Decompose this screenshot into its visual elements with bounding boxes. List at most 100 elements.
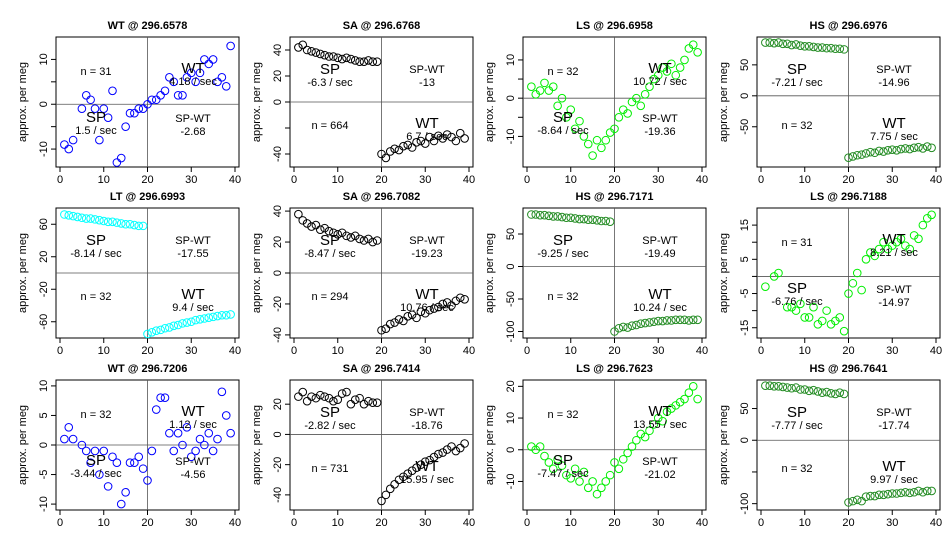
wt-rate: 10.76 / sec bbox=[400, 302, 454, 314]
data-point bbox=[874, 244, 884, 254]
data-point bbox=[95, 135, 104, 145]
data-point bbox=[108, 452, 117, 462]
data-point bbox=[294, 209, 303, 219]
data-point bbox=[307, 392, 316, 401]
data-point bbox=[544, 458, 554, 467]
data-point bbox=[90, 215, 100, 224]
wt-rate: 9.4 / sec bbox=[172, 302, 214, 314]
data-point bbox=[627, 321, 637, 330]
data-point bbox=[579, 132, 589, 141]
wt-rate: 13.55 / sec bbox=[633, 419, 687, 431]
data-point bbox=[575, 116, 584, 126]
data-point bbox=[134, 104, 144, 114]
data-point bbox=[169, 321, 179, 331]
data-point bbox=[632, 320, 641, 330]
data-point bbox=[839, 326, 849, 336]
data-point bbox=[922, 486, 932, 496]
data-point bbox=[138, 464, 148, 473]
y-axis-label: approx. per meg bbox=[484, 62, 496, 142]
wt-rate: 10.24 / sec bbox=[633, 302, 687, 314]
data-point bbox=[298, 40, 308, 50]
data-point bbox=[173, 320, 183, 330]
y-axis-label: approx. per meg bbox=[251, 62, 263, 142]
data-point bbox=[99, 446, 109, 456]
data-point bbox=[60, 140, 69, 149]
data-point bbox=[693, 315, 702, 325]
data-point bbox=[90, 446, 100, 456]
sp-rate: -7.21 / sec bbox=[771, 77, 823, 89]
x-tick-label: 0 bbox=[524, 517, 530, 529]
data-point bbox=[614, 323, 624, 333]
data-point bbox=[601, 135, 611, 145]
y-tick-label: 0 bbox=[505, 263, 517, 269]
data-point bbox=[165, 73, 174, 82]
data-point bbox=[782, 383, 792, 392]
data-point bbox=[557, 212, 567, 222]
x-tick-label: 20 bbox=[608, 345, 620, 357]
data-point bbox=[394, 475, 404, 485]
data-point bbox=[381, 324, 391, 334]
data-point bbox=[455, 443, 465, 453]
y-axis-label: approx. per meg bbox=[718, 233, 730, 313]
data-point bbox=[905, 488, 915, 498]
diff-label: SP-WT bbox=[409, 407, 445, 419]
x-tick-label: 40 bbox=[930, 345, 942, 357]
data-point bbox=[562, 112, 571, 122]
data-point bbox=[429, 304, 439, 313]
data-point bbox=[597, 143, 606, 153]
sp-rate: -6.76 / sec bbox=[771, 296, 823, 308]
data-point bbox=[60, 434, 69, 444]
data-point bbox=[653, 70, 663, 80]
y-tick-label: 20 bbox=[38, 251, 50, 263]
data-point bbox=[412, 463, 421, 472]
data-point bbox=[169, 446, 179, 456]
data-point bbox=[372, 57, 382, 67]
data-point bbox=[178, 90, 187, 100]
data-point bbox=[108, 86, 117, 96]
data-point bbox=[377, 325, 386, 335]
x-tick-label: 10 bbox=[98, 517, 110, 529]
data-point bbox=[778, 39, 788, 49]
data-point bbox=[918, 220, 928, 230]
wt-label: WT bbox=[648, 286, 671, 303]
data-point bbox=[385, 484, 395, 494]
sp-label: SP bbox=[320, 232, 340, 249]
x-tick-label: 30 bbox=[652, 517, 664, 529]
data-point bbox=[535, 442, 545, 451]
data-point bbox=[817, 43, 827, 52]
data-point bbox=[394, 315, 404, 324]
data-point bbox=[226, 41, 235, 51]
data-point bbox=[570, 124, 580, 134]
data-point bbox=[640, 318, 650, 328]
data-point bbox=[103, 482, 113, 491]
data-point bbox=[346, 399, 356, 409]
data-point bbox=[226, 428, 235, 438]
data-point bbox=[130, 220, 139, 230]
n-label: n = 32 bbox=[81, 291, 112, 303]
data-point bbox=[204, 313, 214, 322]
data-point bbox=[614, 112, 624, 122]
data-point bbox=[420, 139, 430, 148]
y-tick-label: -10 bbox=[505, 474, 517, 490]
data-point bbox=[390, 480, 399, 489]
data-point bbox=[377, 496, 386, 506]
data-point bbox=[835, 44, 845, 54]
data-point bbox=[86, 95, 95, 105]
data-point bbox=[86, 458, 95, 468]
sp-rate: -8.14 / sec bbox=[70, 248, 122, 260]
diff-value: -14.96 bbox=[878, 77, 909, 89]
data-point bbox=[302, 396, 312, 406]
data-point bbox=[156, 325, 165, 335]
data-point bbox=[870, 251, 880, 261]
data-point bbox=[451, 136, 461, 146]
data-point bbox=[831, 389, 840, 399]
data-point bbox=[883, 145, 893, 155]
x-tick-label: 10 bbox=[98, 174, 110, 186]
diff-value: -21.02 bbox=[644, 469, 675, 481]
wt-rate: 6.7 / sec bbox=[406, 131, 448, 143]
data-point bbox=[425, 455, 434, 465]
panel-8: LS @ 296.7188 0 10 20 30 40 -15 -5 5 15 approx. pe… bbox=[718, 191, 942, 357]
x-tick-label: 0 bbox=[291, 345, 297, 357]
data-point bbox=[866, 147, 875, 157]
data-point bbox=[597, 483, 606, 493]
